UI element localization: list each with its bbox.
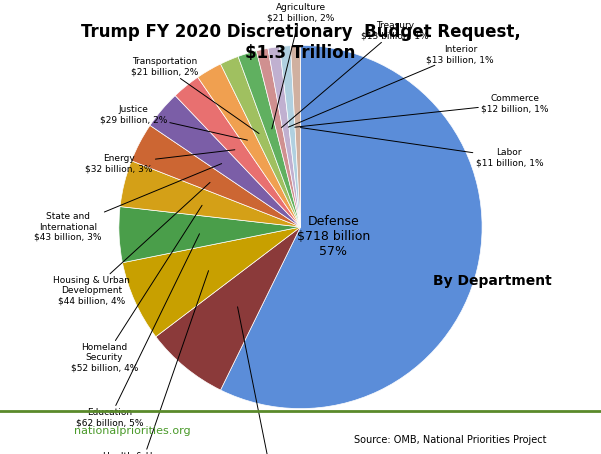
Text: Justice
$29 billion, 2%: Justice $29 billion, 2% xyxy=(100,105,248,140)
Wedge shape xyxy=(238,51,300,227)
Text: Trump FY 2020 Discretionary  Budget Request,
$1.3 Trillion: Trump FY 2020 Discretionary Budget Reque… xyxy=(81,23,520,61)
Wedge shape xyxy=(221,45,482,409)
Text: nationalpriorities.org: nationalpriorities.org xyxy=(74,426,191,436)
Text: Housing & Urban
Development
$44 billion, 4%: Housing & Urban Development $44 billion,… xyxy=(53,183,210,306)
Wedge shape xyxy=(175,77,300,227)
Wedge shape xyxy=(221,56,300,227)
Text: Labor
$11 billion, 1%: Labor $11 billion, 1% xyxy=(300,128,543,168)
Text: Transportation
$21 billion, 2%: Transportation $21 billion, 2% xyxy=(130,58,259,133)
Text: State and
International
$43 billion, 3%: State and International $43 billion, 3% xyxy=(34,163,222,242)
Text: Education
$62 billion, 5%: Education $62 billion, 5% xyxy=(76,234,200,427)
Wedge shape xyxy=(119,207,300,263)
Text: Defense
$718 billion
57%: Defense $718 billion 57% xyxy=(296,215,370,257)
Text: Source: OMB, National Priorities Project: Source: OMB, National Priorities Project xyxy=(355,435,547,445)
Wedge shape xyxy=(257,48,300,227)
Text: Veterans Affairs
$93 billion, 7%: Veterans Affairs $93 billion, 7% xyxy=(237,307,309,454)
Text: Agriculture
$21 billion, 2%: Agriculture $21 billion, 2% xyxy=(267,3,334,129)
Wedge shape xyxy=(268,47,300,227)
Text: Health & Human
Services
$90 billion, 7%: Health & Human Services $90 billion, 7% xyxy=(103,271,209,454)
Text: By Department: By Department xyxy=(433,275,552,288)
Wedge shape xyxy=(150,96,300,227)
Wedge shape xyxy=(290,45,300,227)
Wedge shape xyxy=(279,46,300,227)
Text: Commerce
$12 billion, 1%: Commerce $12 billion, 1% xyxy=(294,94,549,127)
Wedge shape xyxy=(156,227,300,390)
Text: Homeland
Security
$52 billion, 4%: Homeland Security $52 billion, 4% xyxy=(71,205,202,373)
Text: Interior
$13 billion, 1%: Interior $13 billion, 1% xyxy=(288,45,494,127)
Wedge shape xyxy=(198,64,300,227)
Wedge shape xyxy=(120,161,300,227)
Text: Treasury
$13 billion, 1%: Treasury $13 billion, 1% xyxy=(281,21,429,128)
Wedge shape xyxy=(132,125,300,227)
Wedge shape xyxy=(123,227,300,337)
Text: Energy
$32 billion, 3%: Energy $32 billion, 3% xyxy=(85,150,235,173)
